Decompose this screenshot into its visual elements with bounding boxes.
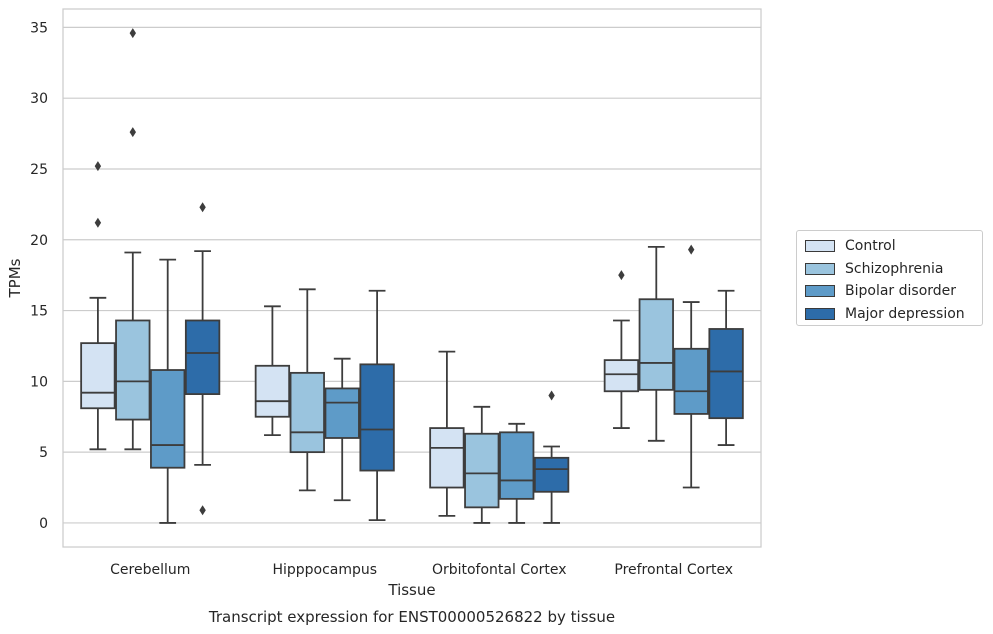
outlier-point [129,127,136,138]
legend-item: Major depression [805,304,965,324]
y-tick-label: 35 [30,20,48,36]
box-iqr [429,427,465,489]
x-tick-label: Cerebellum [110,562,190,578]
box-control [603,270,640,429]
box-major-depression [184,202,221,516]
outlier-point [688,244,695,255]
y-axis-ticks: 0 5 10 15 20 25 30 35 [30,20,48,532]
box-control [80,161,116,451]
plot-area-frame [62,8,762,548]
outlier-point [199,202,206,213]
box-control [254,305,291,437]
chart-caption: Transcript expression for ENST0000052682… [208,608,615,626]
x-tick-label: Orbitofontal Cortex [432,562,567,578]
box-iqr [254,364,291,418]
box-iqr [184,319,221,395]
y-tick-label: 20 [30,233,48,249]
box-major-depression [708,289,744,446]
legend-swatch [805,307,835,320]
y-tick-label: 10 [30,374,48,390]
y-tick-label: 5 [39,445,48,461]
box-schizophrenia [464,405,500,524]
box-schizophrenia [289,288,325,492]
x-axis-title: Tissue [387,581,435,599]
box-iqr [708,328,744,420]
outlier-point [94,161,102,172]
legend-item: Schizophrenia [805,259,943,279]
box-iqr [603,359,640,393]
box-iqr [533,456,570,493]
box-bipolar-disorder [324,357,360,502]
y-tick-label: 0 [39,516,48,532]
legend-label: Control [845,238,896,254]
box-iqr [289,371,325,454]
outlier-point [199,505,206,516]
box-iqr [80,342,116,410]
box-bipolar-disorder [499,422,535,524]
box-control [429,350,465,517]
legend: Control Schizophrenia Bipolar disorder Majo… [796,230,983,326]
box-iqr [150,369,186,469]
legend-item: Bipolar disorder [805,281,956,301]
box-iqr [115,319,151,421]
x-tick-label: Hipppocampus [272,562,377,578]
box-iqr [673,347,709,415]
legend-label: Bipolar disorder [845,283,957,299]
box-bipolar-disorder [673,244,709,489]
outlier-point [94,217,102,228]
box-schizophrenia [638,245,674,442]
y-tick-label: 30 [30,91,48,107]
boxes [80,28,744,524]
legend-swatch [805,262,835,275]
x-tick-label: Prefrontal Cortex [614,562,733,578]
box-iqr [359,363,395,472]
legend-item: Control [805,236,896,256]
legend-label: Major depression [845,305,965,322]
legend-swatch [805,285,835,297]
box-schizophrenia [115,28,151,451]
y-tick-label: 25 [30,162,48,178]
box-iqr [464,432,500,509]
outlier-point [618,270,625,281]
box-bipolar-disorder [150,258,186,524]
box-iqr [499,431,535,500]
y-axis-title: TPMs [6,258,24,298]
legend-label: Schizophrenia [845,260,944,277]
outlier-point [129,28,136,39]
box-iqr [638,298,674,391]
legend-swatch [805,240,835,252]
box-major-depression [359,289,395,521]
box-iqr [324,387,360,439]
box-major-depression [533,390,570,524]
outlier-point [548,390,555,401]
y-tick-label: 15 [30,304,48,320]
x-axis-ticks: Cerebellum Hipppocampus Orbitofontal Corte… [110,562,733,578]
